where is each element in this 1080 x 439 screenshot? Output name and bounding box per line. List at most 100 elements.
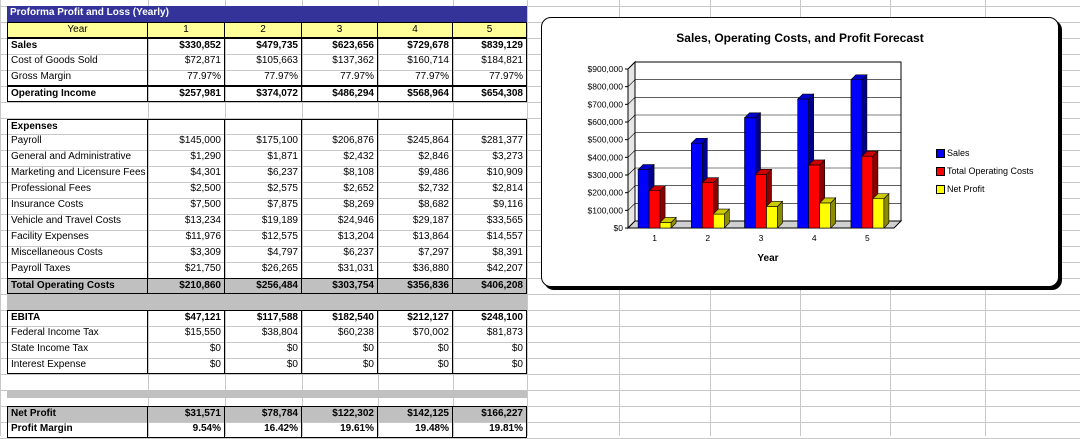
year-header[interactable]: 1 xyxy=(148,22,225,38)
expenses-header-blank[interactable] xyxy=(225,119,302,134)
expense-row-value[interactable]: $2,432 xyxy=(302,150,378,166)
total-operating-costs-value[interactable]: $303,754 xyxy=(302,278,378,294)
tax-row-value[interactable]: $38,804 xyxy=(225,326,302,342)
ebita-value[interactable]: $117,588 xyxy=(225,310,302,326)
tax-row-value[interactable]: $15,550 xyxy=(148,326,225,342)
expense-row-value[interactable]: $4,797 xyxy=(225,246,302,262)
expense-row-value[interactable]: $19,189 xyxy=(225,214,302,230)
expense-row-label[interactable]: Insurance Costs xyxy=(7,198,148,214)
total-operating-costs-value[interactable]: $256,484 xyxy=(225,278,302,294)
gross-row-value[interactable]: $105,663 xyxy=(225,54,302,70)
gross-row-value[interactable]: $184,821 xyxy=(453,54,527,70)
tax-row-value[interactable]: $0 xyxy=(148,342,225,358)
separator-band[interactable] xyxy=(7,294,527,310)
operating-income-value[interactable]: $257,981 xyxy=(148,86,225,102)
year-header[interactable]: 4 xyxy=(378,22,453,38)
tax-row-value[interactable]: $0 xyxy=(453,358,527,374)
expense-row-value[interactable]: $3,273 xyxy=(453,150,527,166)
expense-row-value[interactable]: $7,875 xyxy=(225,198,302,214)
year-header-label[interactable]: Year xyxy=(7,22,148,38)
tax-row-label[interactable]: Federal Income Tax xyxy=(7,326,148,342)
expense-row-label[interactable]: Miscellaneous Costs xyxy=(7,246,148,262)
expense-row-value[interactable]: $10,909 xyxy=(453,166,527,182)
operating-income-value[interactable]: $374,072 xyxy=(225,86,302,102)
tax-row-value[interactable]: $0 xyxy=(453,342,527,358)
expense-row-label[interactable]: Vehicle and Travel Costs xyxy=(7,214,148,230)
gross-row-value[interactable]: $160,714 xyxy=(378,54,453,70)
gross-row-value[interactable]: 77.97% xyxy=(453,70,527,86)
net-profit-value[interactable]: $142,125 xyxy=(378,406,453,422)
expense-row-value[interactable]: $2,814 xyxy=(453,182,527,198)
expense-row-value[interactable]: $3,309 xyxy=(148,246,225,262)
total-operating-costs-value[interactable]: $210,860 xyxy=(148,278,225,294)
ebita-value[interactable]: $212,127 xyxy=(378,310,453,326)
tax-row-value[interactable]: $0 xyxy=(225,358,302,374)
expense-row-value[interactable]: $145,000 xyxy=(148,134,225,150)
gross-row-value[interactable]: 77.97% xyxy=(302,70,378,86)
expense-row-value[interactable]: $42,207 xyxy=(453,262,527,278)
expense-row-value[interactable]: $24,946 xyxy=(302,214,378,230)
net-profit-value[interactable]: $78,784 xyxy=(225,406,302,422)
gross-row-value[interactable]: $330,852 xyxy=(148,38,225,54)
total-operating-costs-value[interactable]: $406,208 xyxy=(453,278,527,294)
separator-band[interactable] xyxy=(7,390,527,398)
operating-income-value[interactable]: $568,964 xyxy=(378,86,453,102)
gross-row-value[interactable]: $72,871 xyxy=(148,54,225,70)
expense-row-value[interactable]: $12,575 xyxy=(225,230,302,246)
gross-row-value[interactable]: $479,735 xyxy=(225,38,302,54)
expense-row-value[interactable]: $8,682 xyxy=(378,198,453,214)
tax-row-value[interactable]: $0 xyxy=(378,358,453,374)
gross-row-value[interactable]: 77.97% xyxy=(378,70,453,86)
expense-row-value[interactable]: $26,265 xyxy=(225,262,302,278)
tax-row-value[interactable]: $81,873 xyxy=(453,326,527,342)
gross-row-value[interactable]: $137,362 xyxy=(302,54,378,70)
gross-row-value[interactable]: $839,129 xyxy=(453,38,527,54)
tax-row-value[interactable]: $0 xyxy=(302,342,378,358)
expenses-header-blank[interactable] xyxy=(378,119,453,134)
expense-row-value[interactable]: $9,116 xyxy=(453,198,527,214)
expenses-header[interactable]: Expenses xyxy=(7,119,148,134)
forecast-chart[interactable]: Sales, Operating Costs, and Profit Forec… xyxy=(541,17,1059,287)
gross-row-value[interactable]: $623,656 xyxy=(302,38,378,54)
ebita-value[interactable]: $248,100 xyxy=(453,310,527,326)
expense-row-value[interactable]: $2,846 xyxy=(378,150,453,166)
expense-row-value[interactable]: $2,732 xyxy=(378,182,453,198)
expense-row-value[interactable]: $2,500 xyxy=(148,182,225,198)
expense-row-value[interactable]: $13,204 xyxy=(302,230,378,246)
expense-row-value[interactable]: $8,108 xyxy=(302,166,378,182)
ebita-label[interactable]: EBITA xyxy=(7,310,148,326)
expense-row-label[interactable]: Payroll Taxes xyxy=(7,262,148,278)
expense-row-value[interactable]: $281,377 xyxy=(453,134,527,150)
gross-row-label[interactable]: Sales xyxy=(7,38,148,54)
year-header[interactable]: 3 xyxy=(302,22,378,38)
net-profit-value[interactable]: $122,302 xyxy=(302,406,378,422)
expense-row-label[interactable]: Payroll xyxy=(7,134,148,150)
tax-row-value[interactable]: $60,238 xyxy=(302,326,378,342)
gross-row-value[interactable]: 77.97% xyxy=(148,70,225,86)
expense-row-value[interactable]: $1,290 xyxy=(148,150,225,166)
tax-row-value[interactable]: $0 xyxy=(378,342,453,358)
expense-row-value[interactable]: $9,486 xyxy=(378,166,453,182)
expense-row-value[interactable]: $21,750 xyxy=(148,262,225,278)
expense-row-label[interactable]: Facility Expenses xyxy=(7,230,148,246)
net-profit-value[interactable]: $166,227 xyxy=(453,406,527,422)
expense-row-value[interactable]: $245,864 xyxy=(378,134,453,150)
expense-row-value[interactable]: $1,871 xyxy=(225,150,302,166)
gross-row-value[interactable]: $729,678 xyxy=(378,38,453,54)
expense-row-value[interactable]: $33,565 xyxy=(453,214,527,230)
operating-income-value[interactable]: $654,308 xyxy=(453,86,527,102)
gross-row-label[interactable]: Gross Margin xyxy=(7,70,148,86)
expense-row-value[interactable]: $11,976 xyxy=(148,230,225,246)
expense-row-value[interactable]: $8,269 xyxy=(302,198,378,214)
expenses-header-blank[interactable] xyxy=(453,119,527,134)
tax-row-label[interactable]: Interest Expense xyxy=(7,358,148,374)
expense-row-value[interactable]: $7,500 xyxy=(148,198,225,214)
operating-income-value[interactable]: $486,294 xyxy=(302,86,378,102)
expense-row-label[interactable]: General and Administrative xyxy=(7,150,148,166)
expense-row-value[interactable]: $13,864 xyxy=(378,230,453,246)
net-profit-label[interactable]: Net Profit xyxy=(7,406,148,422)
expense-row-value[interactable]: $175,100 xyxy=(225,134,302,150)
expense-row-value[interactable]: $6,237 xyxy=(225,166,302,182)
tax-row-value[interactable]: $0 xyxy=(302,358,378,374)
expense-row-value[interactable]: $36,880 xyxy=(378,262,453,278)
